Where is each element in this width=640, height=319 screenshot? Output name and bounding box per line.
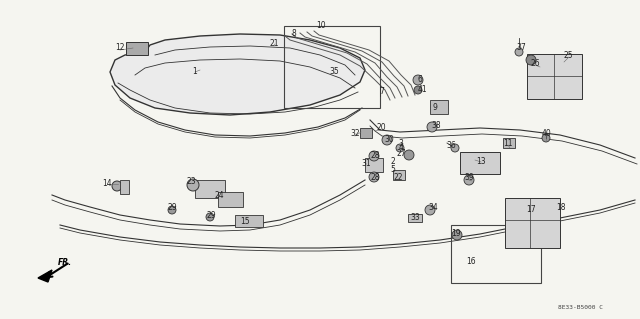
Text: 8E33-B5000 C: 8E33-B5000 C: [557, 305, 602, 310]
Bar: [120, 180, 129, 194]
Circle shape: [464, 175, 474, 185]
Text: 29: 29: [167, 204, 177, 212]
Text: 31: 31: [361, 159, 371, 167]
Text: 36: 36: [446, 140, 456, 150]
Text: 30: 30: [384, 136, 394, 145]
Text: 12: 12: [115, 43, 125, 53]
Text: 33: 33: [410, 212, 420, 221]
Circle shape: [542, 134, 550, 142]
Circle shape: [168, 206, 176, 214]
Text: 38: 38: [431, 122, 441, 130]
Text: FR.: FR.: [58, 258, 72, 267]
Text: 2: 2: [390, 158, 396, 167]
Text: 5: 5: [390, 166, 396, 174]
Polygon shape: [110, 34, 365, 115]
Bar: [430, 100, 448, 114]
Text: 16: 16: [466, 257, 476, 266]
Text: 8: 8: [292, 29, 296, 39]
Text: 37: 37: [516, 42, 526, 51]
Text: 15: 15: [240, 218, 250, 226]
Circle shape: [369, 151, 379, 161]
Bar: [527, 54, 582, 99]
Text: 4: 4: [399, 144, 403, 152]
Text: 10: 10: [316, 20, 326, 29]
Bar: [503, 138, 515, 148]
Circle shape: [206, 213, 214, 221]
Bar: [460, 152, 500, 174]
Circle shape: [369, 172, 379, 182]
Text: 28: 28: [371, 151, 380, 160]
Text: 35: 35: [329, 68, 339, 77]
Circle shape: [187, 179, 199, 191]
Text: 26: 26: [530, 58, 540, 68]
Circle shape: [427, 122, 437, 132]
Text: 7: 7: [380, 86, 385, 95]
Text: 32: 32: [350, 130, 360, 138]
Text: 9: 9: [433, 102, 437, 112]
Text: 11: 11: [503, 138, 513, 147]
Text: 27: 27: [396, 149, 406, 158]
Text: 24: 24: [214, 191, 224, 201]
Text: 28: 28: [371, 174, 380, 182]
Circle shape: [452, 230, 462, 240]
Circle shape: [526, 55, 536, 65]
Bar: [408, 214, 422, 222]
Circle shape: [515, 48, 523, 56]
Text: 23: 23: [186, 177, 196, 187]
Bar: [360, 128, 372, 138]
Circle shape: [112, 181, 122, 191]
Circle shape: [451, 144, 459, 152]
Text: 39: 39: [464, 174, 474, 182]
Circle shape: [414, 86, 422, 94]
Circle shape: [425, 205, 435, 215]
Bar: [195, 180, 225, 198]
Text: 29: 29: [206, 211, 216, 220]
Text: 22: 22: [393, 173, 403, 182]
Bar: [126, 42, 148, 55]
Polygon shape: [38, 270, 52, 282]
Text: 13: 13: [476, 157, 486, 166]
Bar: [284, 26, 380, 108]
Circle shape: [382, 135, 392, 145]
Text: 14: 14: [102, 179, 112, 188]
Text: 34: 34: [428, 203, 438, 211]
Text: 18: 18: [556, 203, 566, 211]
Circle shape: [396, 144, 404, 152]
Text: 6: 6: [417, 76, 422, 85]
Bar: [393, 170, 405, 180]
Bar: [218, 192, 243, 207]
Text: 25: 25: [563, 51, 573, 61]
Text: 1: 1: [193, 68, 197, 77]
Text: 41: 41: [417, 85, 427, 93]
Text: 19: 19: [451, 228, 461, 238]
Bar: [235, 215, 263, 227]
Text: 21: 21: [269, 40, 279, 48]
Bar: [365, 158, 383, 172]
Text: 20: 20: [376, 123, 386, 132]
Bar: [451, 225, 541, 283]
Bar: [505, 198, 560, 248]
Circle shape: [413, 75, 423, 85]
Circle shape: [404, 150, 414, 160]
Text: 17: 17: [526, 204, 536, 213]
Text: 3: 3: [399, 138, 403, 147]
Text: 40: 40: [541, 129, 551, 137]
